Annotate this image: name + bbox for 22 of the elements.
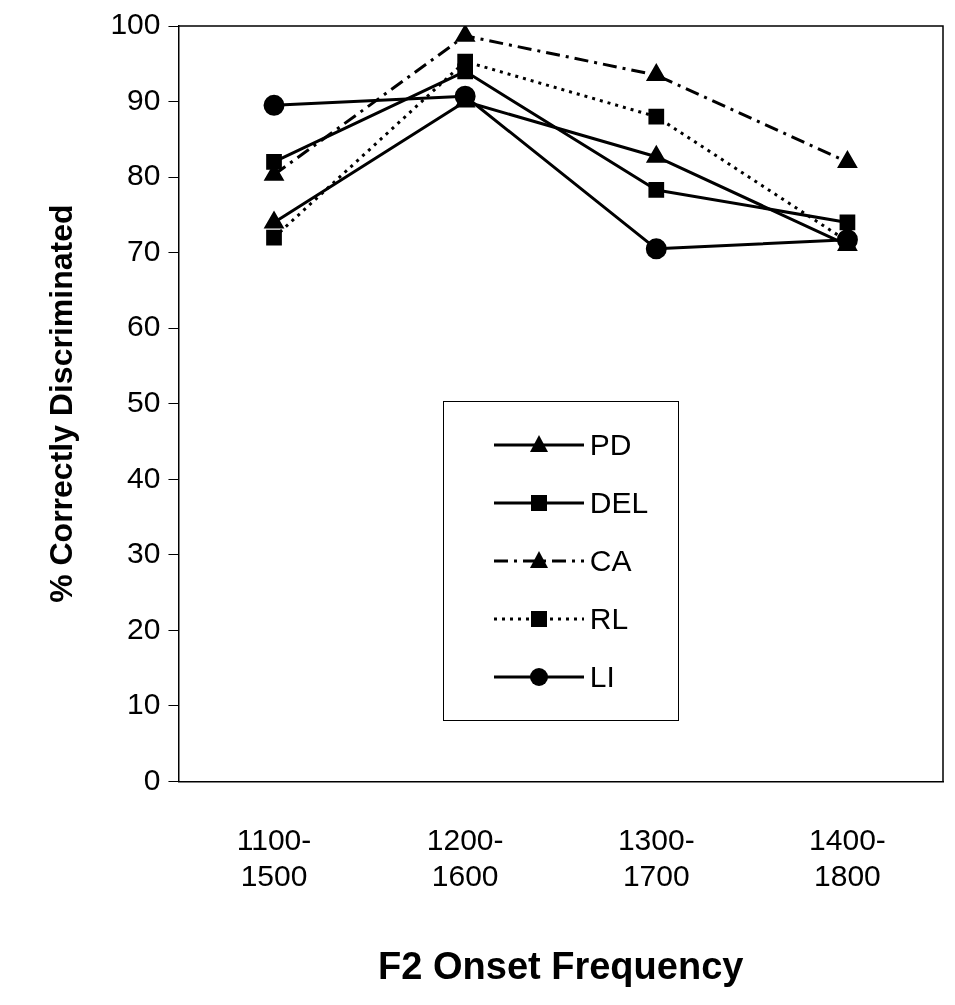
y-tick-label: 20 bbox=[127, 611, 161, 645]
y-tick-label: 0 bbox=[143, 762, 161, 796]
legend-label: DEL bbox=[589, 486, 649, 521]
legend-label: CA bbox=[589, 544, 632, 579]
legend-label: PD bbox=[589, 428, 632, 463]
y-axis-title: % Correctly Discriminated bbox=[43, 204, 80, 603]
y-tick-label: 70 bbox=[127, 233, 161, 267]
y-tick-label: 10 bbox=[127, 687, 161, 721]
y-tick-label: 90 bbox=[127, 82, 161, 116]
x-tick-label: 1100-1500 bbox=[236, 822, 312, 892]
y-tick-label: 40 bbox=[127, 460, 161, 494]
x-tick-label: 1300-1700 bbox=[617, 822, 695, 892]
y-tick-label: 60 bbox=[127, 309, 161, 343]
y-tick-label: 100 bbox=[110, 7, 161, 41]
y-tick-label: 50 bbox=[127, 384, 161, 418]
y-tick-label: 80 bbox=[127, 158, 161, 192]
legend-label: LI bbox=[589, 660, 615, 695]
x-tick-label: 1400-1800 bbox=[809, 822, 886, 892]
x-axis-title: F2 Onset Frequency bbox=[378, 944, 744, 987]
x-tick-label: 1200-1600 bbox=[426, 822, 504, 892]
legend-label: RL bbox=[589, 602, 629, 637]
y-tick-label: 30 bbox=[127, 536, 161, 570]
